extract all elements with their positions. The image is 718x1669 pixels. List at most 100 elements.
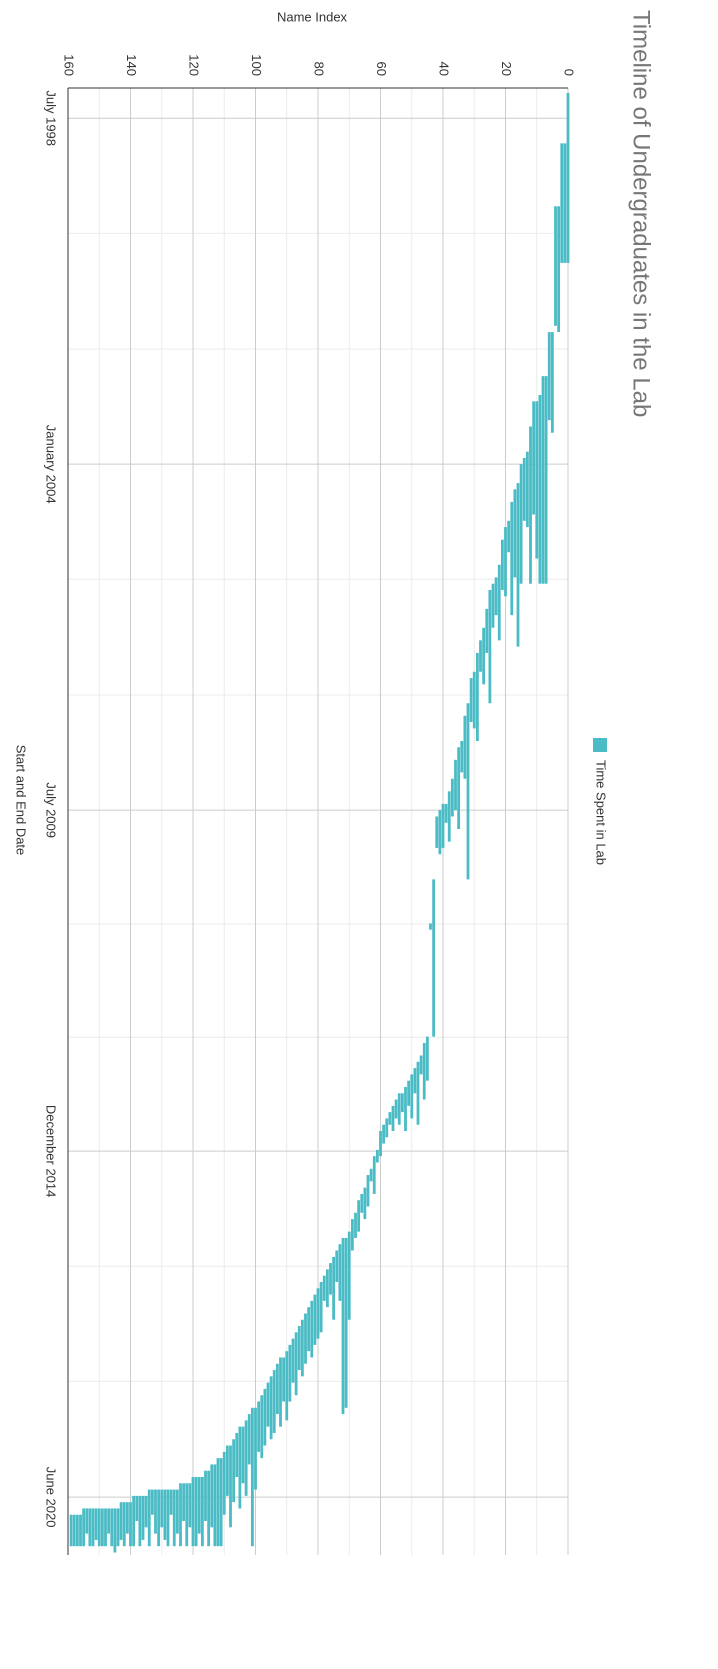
bar: [72, 1514, 76, 1547]
bar: [210, 1464, 214, 1528]
bar: [241, 1426, 245, 1484]
bar: [369, 1168, 373, 1182]
bar: [297, 1326, 301, 1371]
y-tick-label: 0: [562, 69, 577, 76]
bar: [441, 803, 445, 848]
bar: [394, 1099, 398, 1119]
bar: [347, 1231, 351, 1320]
bar: [116, 1508, 120, 1547]
bar: [391, 1105, 395, 1132]
bar: [375, 1149, 379, 1163]
y-tick-label: 20: [499, 62, 514, 76]
bar: [154, 1489, 157, 1534]
bar: [194, 1476, 198, 1547]
bar: [385, 1118, 389, 1138]
bar: [85, 1508, 89, 1534]
bar: [566, 93, 570, 263]
bar: [282, 1357, 286, 1402]
bar: [104, 1508, 107, 1547]
bar: [494, 577, 498, 616]
bar: [257, 1401, 261, 1452]
bar: [560, 143, 564, 263]
bar: [229, 1445, 232, 1528]
bar: [69, 1514, 73, 1547]
bar: [313, 1294, 317, 1345]
bar: [472, 671, 476, 729]
bar: [222, 1451, 226, 1515]
rotated-chart: Timeline of Undergraduates in the Lab St…: [14, 9, 655, 1555]
bar: [507, 520, 511, 553]
bar: [141, 1495, 145, 1540]
bar: [247, 1414, 251, 1465]
legend-label: Time Spent in Lab: [594, 760, 609, 865]
bar: [360, 1193, 364, 1213]
bar: [119, 1502, 123, 1540]
x-tick-label: July 2009: [44, 782, 59, 838]
bar: [516, 483, 520, 647]
bar: [97, 1508, 101, 1547]
bar: [529, 426, 532, 584]
bar: [188, 1483, 192, 1528]
bar: [469, 678, 473, 723]
bar: [100, 1508, 104, 1547]
bar: [382, 1124, 386, 1144]
bar: [510, 501, 514, 616]
bar: [322, 1275, 326, 1301]
bar: [335, 1250, 339, 1282]
bar: [185, 1483, 189, 1547]
bar: [150, 1489, 154, 1515]
bar: [75, 1514, 79, 1547]
bar: [272, 1370, 276, 1433]
bar: [429, 923, 432, 930]
bar: [91, 1508, 95, 1547]
bar: [460, 740, 464, 773]
bar: [82, 1508, 86, 1547]
bar: [425, 1036, 429, 1081]
bar: [363, 1187, 367, 1220]
bar: [197, 1476, 201, 1534]
bar: [113, 1508, 117, 1553]
bar: [157, 1489, 161, 1547]
bar: [219, 1458, 223, 1547]
bar: [285, 1351, 289, 1421]
y-tick-label: 40: [437, 62, 452, 76]
bar: [482, 627, 486, 685]
bar: [329, 1263, 332, 1295]
bar: [169, 1489, 173, 1515]
bar: [179, 1483, 182, 1547]
bar: [250, 1407, 254, 1547]
bar: [372, 1156, 376, 1194]
bar: [107, 1508, 111, 1534]
bar: [225, 1445, 229, 1496]
bar: [438, 810, 442, 855]
bar: [379, 1131, 382, 1157]
bar: [388, 1112, 392, 1125]
bar: [413, 1068, 417, 1094]
bar: [163, 1489, 167, 1540]
x-axis-label: Start and End Date: [14, 745, 29, 856]
bar: [447, 791, 451, 842]
bar: [160, 1489, 164, 1528]
bar: [504, 527, 507, 597]
x-tick-label: July 1998: [44, 90, 59, 146]
bar: [554, 206, 557, 326]
bar: [479, 640, 482, 672]
bar: [544, 376, 548, 584]
bar: [232, 1439, 236, 1503]
bar: [357, 1200, 361, 1232]
bar: [450, 778, 454, 817]
bar: [407, 1080, 411, 1106]
bar: [191, 1476, 195, 1547]
bar: [294, 1332, 298, 1396]
bar: [269, 1376, 273, 1440]
y-tick-label: 60: [374, 62, 389, 76]
bar: [519, 464, 523, 584]
x-tick-label: December 2014: [44, 1105, 59, 1198]
bar: [416, 1061, 420, 1125]
y-tick-label: 160: [62, 54, 77, 76]
bar: [254, 1407, 257, 1490]
bar: [147, 1489, 151, 1547]
bar: [457, 747, 461, 830]
bar: [204, 1470, 207, 1522]
